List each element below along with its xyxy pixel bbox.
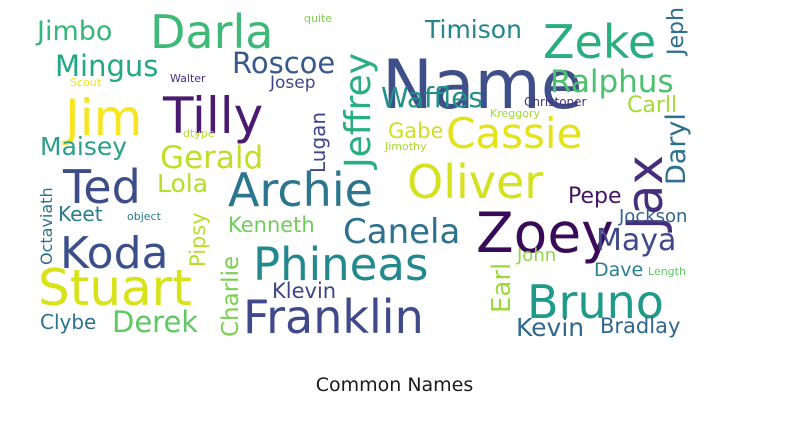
word-ralphus: Ralphus xyxy=(550,64,674,100)
word-kreggory: Kreggory xyxy=(490,107,540,120)
word-dtype: dtype xyxy=(183,127,215,140)
word-lugan: Lugan xyxy=(306,112,330,173)
word-josep: Josep xyxy=(269,73,316,93)
word-name: Name xyxy=(382,46,583,125)
word-christoper: Christoper xyxy=(524,95,587,109)
word-keet: Keet xyxy=(58,202,103,226)
word-bradlay: Bradlay xyxy=(600,314,680,338)
word-jim: Jim xyxy=(62,89,142,147)
word-cassie: Cassie xyxy=(446,109,582,158)
word-ted: Ted xyxy=(62,160,141,214)
word-charlie: Charlie xyxy=(218,256,244,337)
word-gabe: Gabe xyxy=(388,119,443,143)
word-archie: Archie xyxy=(228,163,373,217)
word-zoey: Zoey xyxy=(476,201,614,265)
word-maya: Maya xyxy=(596,223,676,258)
word-koda: Koda xyxy=(60,228,168,279)
word-jeph: Jeph xyxy=(664,7,689,57)
word-carll: Carll xyxy=(627,93,677,118)
word-octaviath: Octaviath xyxy=(37,187,56,265)
word-jockson: Jockson xyxy=(618,206,687,227)
word-clybe: Clybe xyxy=(40,310,96,334)
word-maisey: Maisey xyxy=(40,132,127,161)
word-cloud-caption: Common Names xyxy=(315,374,474,396)
word-roscoe: Roscoe xyxy=(232,46,335,80)
word-oliver: Oliver xyxy=(407,155,543,209)
word-tilly: Tilly xyxy=(162,87,263,145)
word-jimothy: Jimothy xyxy=(384,140,427,153)
word-gerald: Gerald xyxy=(160,140,263,176)
word-jimbo: Jimbo xyxy=(35,16,112,47)
word-derek: Derek xyxy=(112,305,198,339)
word-stuart: Stuart xyxy=(38,259,192,317)
word-bruno: Bruno xyxy=(527,275,664,329)
word-dave: Dave xyxy=(594,259,643,281)
word-jeffrey: Jeffrey xyxy=(338,53,379,170)
word-darla: Darla xyxy=(150,5,274,59)
word-john: John xyxy=(516,245,556,266)
word-jax: Jax xyxy=(616,155,674,233)
word-daryl: Daryl xyxy=(661,113,692,185)
word-pepe: Pepe xyxy=(568,184,622,209)
word-mingus: Mingus xyxy=(55,49,158,83)
word-earl: Earl xyxy=(487,263,517,313)
word-klevin: Klevin xyxy=(272,279,336,303)
word-pipsy: Pipsy xyxy=(186,212,210,267)
word-quite: quite xyxy=(304,12,332,25)
word-zeke: Zeke xyxy=(543,15,656,69)
word-length: Length xyxy=(648,265,686,278)
word-timison: Timison xyxy=(424,15,522,44)
word-kenneth: Kenneth xyxy=(228,213,315,237)
word-franklin: Franklin xyxy=(243,290,424,344)
word-lola: Lola xyxy=(157,169,208,198)
word-object: object xyxy=(127,210,162,223)
word-waffles: Waffles xyxy=(381,81,483,114)
word-walter: Walter xyxy=(170,72,206,85)
word-scout: Scout xyxy=(70,76,102,89)
word-canela: Canela xyxy=(343,212,460,252)
word-phineas: Phineas xyxy=(253,238,428,291)
word-kevin: Kevin xyxy=(516,313,584,342)
